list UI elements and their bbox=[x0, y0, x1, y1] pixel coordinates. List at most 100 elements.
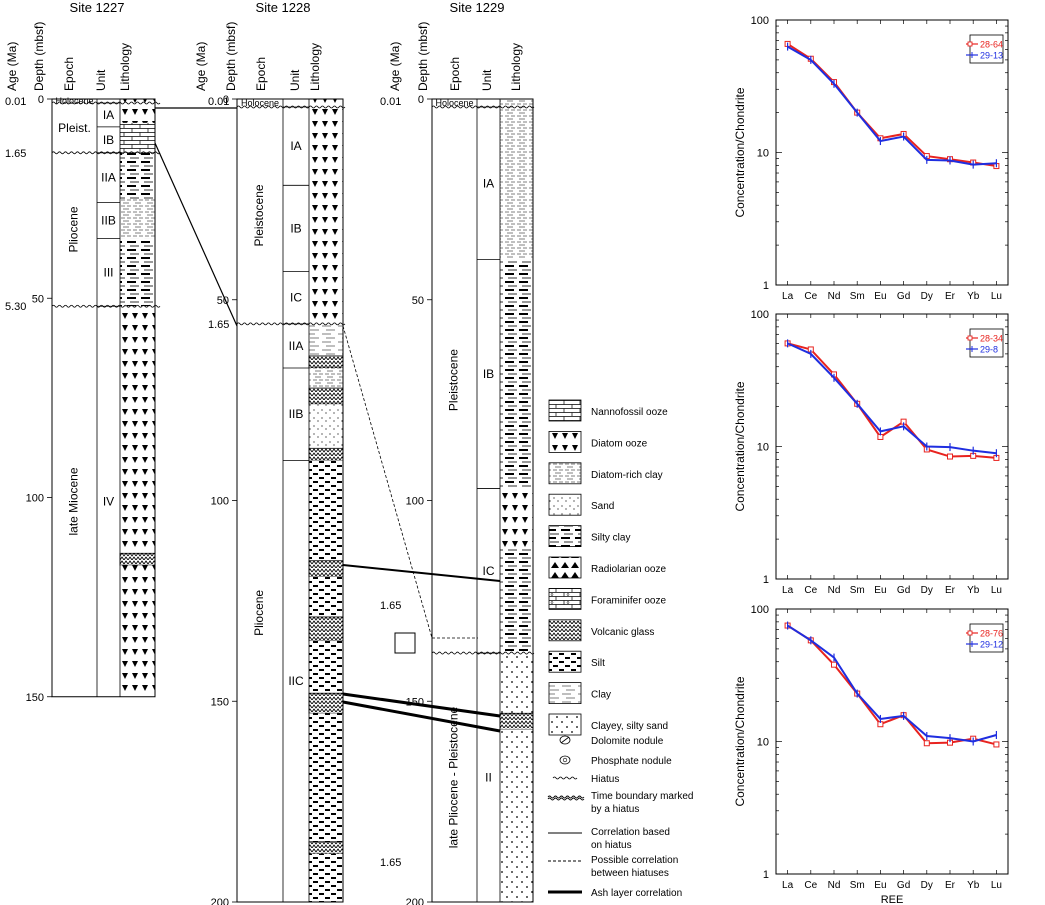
legend-marker bbox=[967, 630, 973, 636]
phosphate-nodule-icon bbox=[559, 755, 571, 765]
legend-label: Silty clay bbox=[591, 533, 630, 544]
lithology-bed bbox=[499, 712, 534, 730]
x-tick-label: Eu bbox=[874, 880, 886, 891]
column-header: Age (Ma) bbox=[388, 42, 402, 91]
legend-label: Nannofossil ooze bbox=[591, 407, 668, 418]
epoch-label: Pliocene bbox=[252, 590, 266, 636]
column-header: Lithology bbox=[118, 43, 132, 91]
x-tick-label: La bbox=[782, 291, 794, 302]
lithology-bed bbox=[500, 488, 533, 549]
depth-tick-label: 0 bbox=[223, 94, 229, 106]
legend-entry: 28-64 bbox=[980, 40, 1003, 50]
legend-swatch bbox=[548, 713, 582, 736]
x-tick-label: La bbox=[782, 585, 794, 596]
unit-label: IA bbox=[290, 139, 301, 153]
x-tick-label: Lu bbox=[991, 880, 1002, 891]
boundary-wave bbox=[547, 795, 585, 799]
nodule-mark bbox=[562, 757, 568, 763]
legend-label: Clayey, silty sand bbox=[591, 721, 668, 732]
column-header: Unit bbox=[288, 69, 302, 91]
y-tick-label: 100 bbox=[751, 604, 769, 616]
empty-marker-box bbox=[394, 632, 416, 654]
lithology-bed bbox=[308, 355, 344, 369]
lithology-bed bbox=[120, 99, 155, 123]
lithology-bed bbox=[309, 576, 343, 617]
nodule-outline bbox=[559, 735, 571, 745]
column-frame bbox=[51, 98, 156, 698]
epoch-label: late Pliocene - Pleistocene bbox=[447, 707, 461, 849]
legend-label: Sand bbox=[591, 501, 614, 512]
hiatus-wave bbox=[552, 776, 578, 780]
lithology-bed bbox=[309, 323, 343, 356]
age-label: 1.65 bbox=[208, 319, 229, 331]
lithology-bed bbox=[120, 198, 155, 239]
legend-swatch bbox=[548, 556, 582, 579]
depth-tick-label: 200 bbox=[211, 897, 229, 905]
x-tick-label: Ce bbox=[804, 880, 817, 891]
lithology-bed bbox=[120, 565, 155, 697]
x-tick-label: Yb bbox=[967, 880, 980, 891]
column-header: Unit bbox=[94, 69, 108, 91]
lithology-bed bbox=[308, 841, 344, 855]
series-line-29-13 bbox=[787, 45, 997, 166]
correlation-line bbox=[154, 142, 238, 327]
site-column-3: Site 1229 Age (Ma) Depth (mbsf) Epoch Unit Li… bbox=[380, 0, 535, 905]
x-tick-label: Ce bbox=[804, 291, 817, 302]
lithology-bed bbox=[120, 306, 155, 554]
legend-marker bbox=[967, 335, 973, 341]
y-tick-label: 10 bbox=[757, 737, 769, 749]
age-label: 1.65 bbox=[380, 600, 401, 612]
data-point bbox=[923, 740, 930, 747]
y-tick-label: 1 bbox=[763, 574, 769, 586]
hiatus-icon bbox=[552, 776, 578, 780]
depth-tick-label: 150 bbox=[211, 696, 229, 708]
age-label: 0.01 bbox=[208, 96, 229, 108]
column-header: Depth (mbsf) bbox=[32, 22, 46, 91]
site-title: Site 1228 bbox=[256, 0, 311, 15]
x-tick-label: Dy bbox=[921, 585, 933, 596]
column-header: Lithology bbox=[509, 43, 523, 91]
x-tick-label: Sm bbox=[850, 291, 865, 302]
legend-label: Clay bbox=[591, 690, 611, 701]
legend-swatch bbox=[548, 619, 582, 642]
lithology-bed bbox=[500, 653, 533, 714]
x-tick-label: Er bbox=[945, 880, 956, 891]
x-tick-label: Gd bbox=[897, 880, 910, 891]
y-tick-label: 10 bbox=[757, 442, 769, 454]
age-label: 0.01 bbox=[380, 96, 401, 108]
symbol-label: on hiatus bbox=[591, 840, 632, 851]
depth-tick-label: 150 bbox=[26, 692, 44, 704]
lithology-bed bbox=[120, 152, 155, 199]
lithology-bed bbox=[308, 447, 344, 461]
site-column-2: Site 1228 Age (Ma) Depth (mbsf) Epoch Unit Li… bbox=[194, 0, 346, 905]
y-tick-label: 1 bbox=[763, 280, 769, 292]
x-tick-label: Ce bbox=[804, 585, 817, 596]
unit-label: IV bbox=[103, 494, 114, 508]
site-columns: Site 1227 Age (Ma) Depth (mbsf) Epoch Unit Li… bbox=[5, 0, 535, 905]
column-header: Unit bbox=[480, 69, 494, 91]
depth-tick-label: 100 bbox=[211, 496, 229, 508]
correlation-line bbox=[342, 325, 433, 639]
x-tick-label: Lu bbox=[991, 585, 1002, 596]
data-point bbox=[993, 741, 1000, 748]
x-tick-label: Lu bbox=[991, 291, 1002, 302]
x-tick-label: Yb bbox=[967, 585, 980, 596]
y-axis-label: Concentration/Chondrite bbox=[733, 87, 747, 217]
symbol-label: Ash layer correlation bbox=[591, 888, 682, 899]
symbol-label: Dolomite nodule bbox=[591, 736, 664, 747]
lithology-bed bbox=[119, 552, 156, 566]
unit-label: IA bbox=[483, 176, 494, 190]
correlation-line bbox=[342, 700, 501, 733]
symbol-label: between hiatuses bbox=[591, 868, 669, 879]
chart-legend-box bbox=[969, 328, 1004, 358]
depth-tick-label: 100 bbox=[26, 493, 44, 505]
unit-label: III bbox=[103, 265, 113, 279]
x-tick-label: Nd bbox=[828, 291, 841, 302]
x-tick-label: Nd bbox=[828, 880, 841, 891]
lithology-bed bbox=[309, 368, 343, 389]
unit-label: IIB bbox=[101, 214, 116, 228]
legend-marker bbox=[967, 41, 973, 47]
symbol-label: Possible correlation bbox=[591, 855, 678, 866]
legend-entry: 29-12 bbox=[980, 640, 1003, 650]
correlation-lines bbox=[154, 107, 501, 733]
